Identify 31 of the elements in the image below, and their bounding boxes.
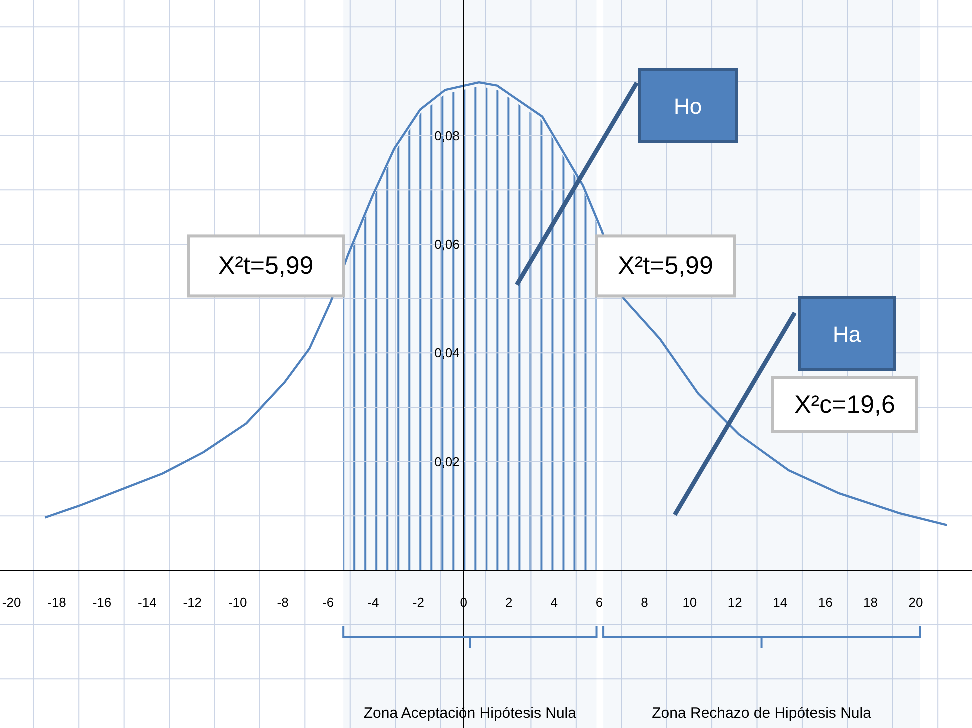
x-tick-label: 16 <box>818 594 833 610</box>
line-series <box>44 81 948 526</box>
x-tick-label: 2 <box>505 594 513 610</box>
x-tick-label: -20 <box>2 594 22 610</box>
x-tick-label: -10 <box>228 594 248 610</box>
x-tick-label: 4 <box>550 594 558 610</box>
x-tick-label: 20 <box>908 594 924 610</box>
x-tick-label: -6 <box>322 594 334 610</box>
annotation: Ho <box>674 94 702 119</box>
x-tick-label: -2 <box>412 594 424 610</box>
x-tick-label: 12 <box>728 594 742 610</box>
annotation: X²c=19,6 <box>794 391 896 419</box>
y-tick-label: 0,04 <box>434 346 460 361</box>
annotation: X²t=5,99 <box>618 252 714 280</box>
x-tick-label: -8 <box>277 594 289 610</box>
x-tick-label: 14 <box>773 594 788 610</box>
y-tick-label: 0,08 <box>434 128 460 144</box>
x-tick-label: 10 <box>682 594 698 610</box>
x-tick-label: 6 <box>596 594 604 610</box>
x-tick-label: -12 <box>183 594 202 610</box>
x-tick-label: 18 <box>864 594 878 610</box>
annotation: Ha <box>832 322 862 347</box>
annotation: X²t=5,99 <box>218 252 314 280</box>
y-tick-label: 0,02 <box>434 454 460 470</box>
band-label: Zona Rechazo de Hipótesis Nula <box>652 705 872 722</box>
x-tick-label: -16 <box>92 594 112 610</box>
x-tick-label: -14 <box>138 594 157 610</box>
y-tick-label: 0,06 <box>434 236 460 252</box>
x-tick-label: -4 <box>368 594 380 610</box>
x-tick-label: 8 <box>641 594 648 610</box>
x-tick-label: -18 <box>48 594 66 610</box>
